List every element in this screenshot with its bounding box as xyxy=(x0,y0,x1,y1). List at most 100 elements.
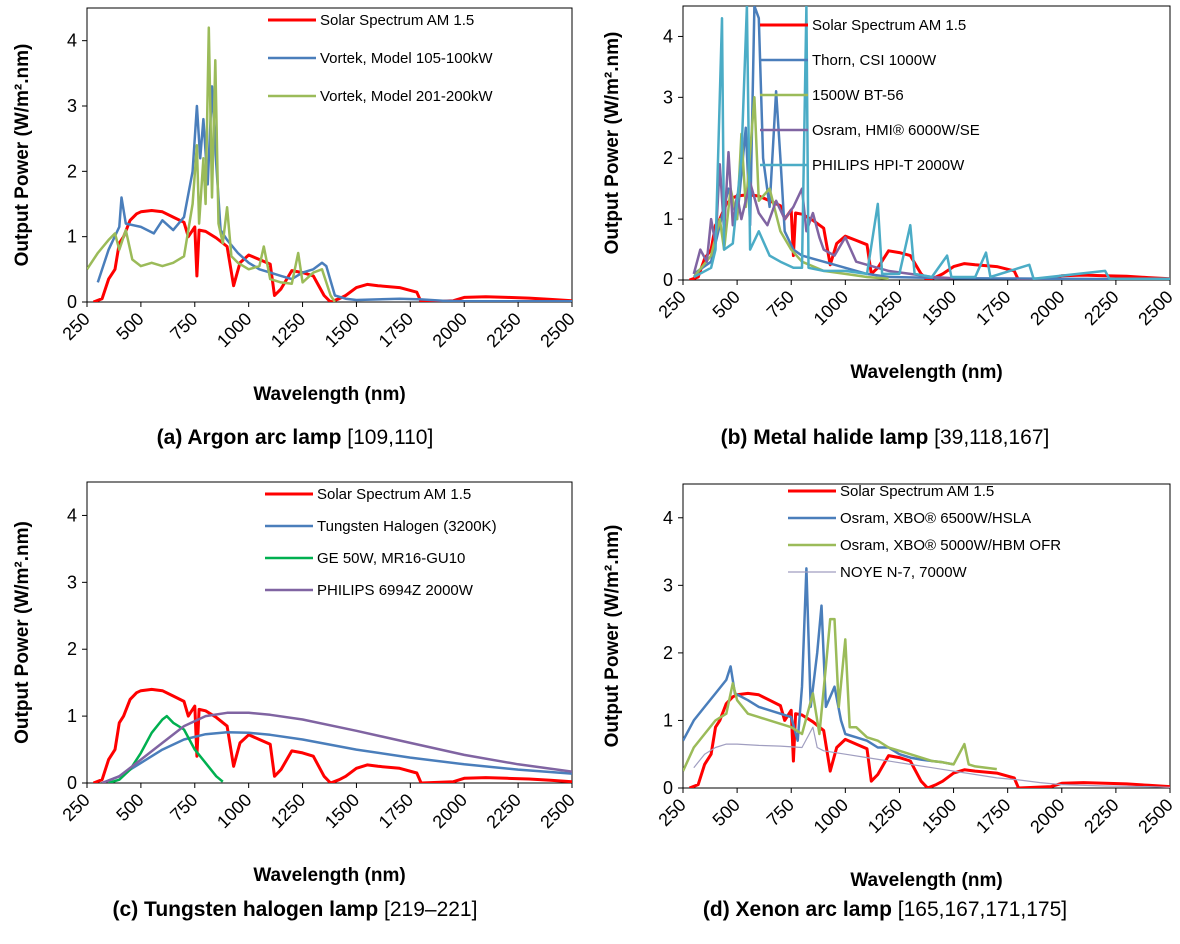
chart-caption-a: (a) Argon arc lamp [109,110] xyxy=(0,426,590,450)
x-tick-label: 1000 xyxy=(810,795,852,837)
chart-caption-b: (b) Metal halide lamp [39,118,167] xyxy=(590,426,1180,450)
legend-label: PHILIPS 6994Z 2000W xyxy=(317,582,474,599)
y-axis-title: Output Power (W/m².nm) xyxy=(12,44,33,267)
y-tick-label: 3 xyxy=(663,87,673,107)
series-line-4 xyxy=(693,726,1170,788)
caption-title-d: (d) Xenon arc lamp xyxy=(702,898,892,921)
caption-ref-a: [109,110] xyxy=(347,426,434,449)
y-axis-title: Output Power (W/m².nm) xyxy=(602,525,623,748)
x-tick-label: 250 xyxy=(58,309,93,344)
chart-panel-a: 0 1 2 3 4 250 500 750 1000 1250 1500 1750 2000 2250 25… xyxy=(0,0,590,472)
x-tick-label: 2500 xyxy=(1134,287,1176,329)
x-tick-label: 500 xyxy=(709,287,744,322)
y-tick-label: 0 xyxy=(663,270,673,290)
legend-label: Osram, XBO® 5000W/HBM OFR xyxy=(840,537,1061,554)
series-line-2 xyxy=(96,85,572,302)
y-tick-label: 3 xyxy=(67,96,77,116)
x-tick-label: 1000 xyxy=(213,309,255,351)
chart-panel-c: 0 1 2 3 4 250 500 750 1000 1250 1500 1750 2000 2250 25… xyxy=(0,472,590,944)
x-tick-label: 1500 xyxy=(321,790,363,832)
x-tick-label: 1750 xyxy=(375,790,417,832)
x-tick-label: 1250 xyxy=(267,309,309,351)
chart-panel-d: 0 1 2 3 4 250 500 750 1000 1250 1500 1750 2000 2250 25… xyxy=(590,472,1180,944)
legend-label: GE 50W, MR16-GU10 xyxy=(317,550,465,567)
x-tick-label: 2250 xyxy=(1080,287,1122,329)
y-tick-label: 0 xyxy=(663,778,673,798)
y-axis-title: Output Power (W/m².nm) xyxy=(602,32,623,255)
x-tick-label: 500 xyxy=(112,790,147,825)
y-tick-label: 4 xyxy=(67,31,77,51)
y-tick-label: 2 xyxy=(67,161,77,181)
x-tick-label: 250 xyxy=(654,287,689,322)
legend-label: Thorn, CSI 1000W xyxy=(812,52,937,69)
chart-caption-c: (c) Tungsten halogen lamp [219–221] xyxy=(0,898,590,922)
plot-frame xyxy=(682,483,1171,789)
x-tick-label: 500 xyxy=(709,795,744,830)
series-line-2 xyxy=(693,6,1170,280)
x-tick-label: 2500 xyxy=(536,790,578,832)
series-line-5 xyxy=(693,6,1170,280)
caption-title-c: (c) Tungsten halogen lamp xyxy=(112,898,379,921)
x-tick-label: 1750 xyxy=(972,795,1014,837)
series-line-1 xyxy=(92,687,572,783)
x-tick-label: 1250 xyxy=(864,795,906,837)
chart-caption-d: (d) Xenon arc lamp [165,167,171,175] xyxy=(590,898,1180,922)
x-tick-label: 2250 xyxy=(482,309,524,351)
y-tick-label: 4 xyxy=(663,26,673,46)
caption-title-a: (a) Argon arc lamp xyxy=(156,426,342,449)
x-tick-label: 1750 xyxy=(972,287,1014,329)
series-line-2 xyxy=(683,567,954,766)
y-tick-label: 0 xyxy=(67,773,77,793)
legend-label: Osram, HMI® 6000W/SE xyxy=(812,122,980,139)
legend-label: 1500W BT-56 xyxy=(812,87,904,104)
series-line-4 xyxy=(692,150,954,280)
series-line-3 xyxy=(683,617,997,772)
y-tick-label: 3 xyxy=(67,572,77,592)
x-tick-label: 250 xyxy=(654,795,689,830)
series-line-1 xyxy=(92,209,572,302)
legend-label: Solar Spectrum AM 1.5 xyxy=(317,486,471,503)
x-tick-label: 2000 xyxy=(429,309,471,351)
x-tick-label: 250 xyxy=(58,790,93,825)
x-axis-title: Wavelength (nm) xyxy=(253,384,405,405)
y-tick-label: 3 xyxy=(663,575,673,595)
x-tick-label: 2250 xyxy=(1080,795,1122,837)
x-tick-label: 750 xyxy=(763,287,798,322)
chart-panel-b: 0 1 2 3 4 250 500 750 1000 1250 1500 1750 2000 2250 25… xyxy=(590,0,1180,472)
y-tick-label: 1 xyxy=(663,209,673,229)
x-axis-title: Wavelength (nm) xyxy=(850,362,1002,383)
caption-ref-b: [39,118,167] xyxy=(934,426,1050,449)
x-tick-label: 750 xyxy=(763,795,798,830)
x-tick-label: 1750 xyxy=(375,309,417,351)
x-tick-label: 1500 xyxy=(918,287,960,329)
x-axis-title: Wavelength (nm) xyxy=(253,865,405,886)
series-line-4 xyxy=(101,711,572,783)
series-line-3 xyxy=(108,714,224,783)
legend-label: Solar Spectrum AM 1.5 xyxy=(840,483,994,500)
legend-label: Solar Spectrum AM 1.5 xyxy=(320,12,474,29)
x-tick-label: 750 xyxy=(166,790,201,825)
chart-svg-a: 0 1 2 3 4 250 500 750 1000 1250 1500 1750 2000 2250 25… xyxy=(12,7,579,405)
legend-label: NOYE N-7, 7000W xyxy=(840,564,968,581)
legend-label: Solar Spectrum AM 1.5 xyxy=(812,17,966,34)
legend-label: Tungsten Halogen (3200K) xyxy=(317,518,497,535)
y-axis-title: Output Power (W/m².nm) xyxy=(12,521,33,744)
y-tick-label: 1 xyxy=(663,710,673,730)
x-tick-label: 2250 xyxy=(482,790,524,832)
legend-label: Vortek, Model 105-100kW xyxy=(320,50,493,67)
y-tick-label: 4 xyxy=(67,505,77,525)
legend-label: Vortek, Model 201-200kW xyxy=(320,88,493,105)
y-tick-label: 2 xyxy=(663,148,673,168)
y-tick-label: 4 xyxy=(663,508,673,528)
y-tick-label: 2 xyxy=(67,639,77,659)
y-tick-label: 1 xyxy=(67,706,77,726)
series-line-2 xyxy=(101,730,572,783)
legend-label: PHILIPS HPI-T 2000W xyxy=(812,157,965,174)
caption-ref-c: [219–221] xyxy=(384,898,478,921)
chart-svg-d: 0 1 2 3 4 250 500 750 1000 1250 1500 1750 2000 2250 25… xyxy=(602,483,1177,891)
x-tick-label: 1250 xyxy=(864,287,906,329)
x-tick-label: 1250 xyxy=(267,790,309,832)
caption-title-b: (b) Metal halide lamp xyxy=(720,426,929,449)
x-tick-label: 2000 xyxy=(429,790,471,832)
y-tick-label: 2 xyxy=(663,643,673,663)
